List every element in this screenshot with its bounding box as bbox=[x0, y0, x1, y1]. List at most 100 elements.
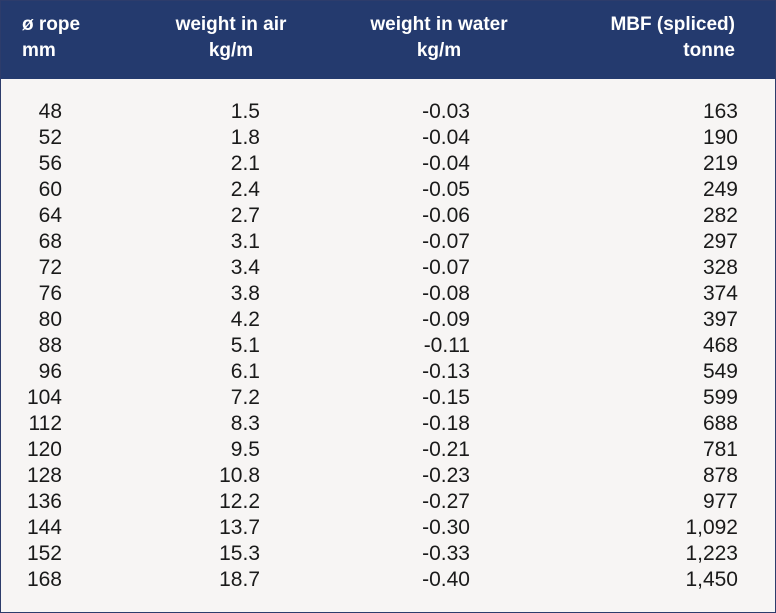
weight-in-air-cell: 2.4 bbox=[230, 178, 260, 201]
weight-in-water-cell: -0.15 bbox=[422, 386, 470, 409]
weight-in-water-cell: -0.11 bbox=[423, 334, 470, 357]
weight-in-air-cell: 3.1 bbox=[230, 230, 260, 253]
table-row: 168 18.7 -0.40 1,450 bbox=[1, 567, 775, 593]
mbf-cell: 549 bbox=[702, 360, 738, 383]
weight-in-water-cell: -0.04 bbox=[422, 126, 470, 149]
weight-in-water-cell: -0.21 bbox=[422, 438, 470, 461]
weight-in-water-cell: -0.40 bbox=[422, 568, 470, 591]
mbf-cell: 328 bbox=[702, 256, 738, 279]
table-row: 64 2.7 -0.06 282 bbox=[1, 203, 775, 229]
rope-diameter-cell: 48 bbox=[38, 100, 62, 123]
rope-diameter-cell: 72 bbox=[38, 256, 62, 279]
weight-in-water-cell: -0.08 bbox=[422, 282, 470, 305]
mbf-cell: 219 bbox=[702, 152, 738, 175]
table-row: 104 7.2 -0.15 599 bbox=[1, 385, 775, 411]
rope-diameter-cell: 60 bbox=[38, 178, 62, 201]
mbf-cell: 190 bbox=[702, 126, 738, 149]
weight-in-air-cell: 1.5 bbox=[230, 100, 260, 123]
weight-in-air-cell: 1.8 bbox=[230, 126, 260, 149]
table-body: 48 1.5 -0.03 163 52 1.8 -0.04 190 56 2.1 -0.04 219 6… bbox=[1, 99, 775, 593]
header-label: weight in water bbox=[370, 14, 508, 35]
table-row: 128 10.8 -0.23 878 bbox=[1, 463, 775, 489]
header-unit: kg/m bbox=[416, 40, 462, 61]
weight-in-water-cell: -0.09 bbox=[422, 308, 470, 331]
rope-diameter-cell: 120 bbox=[26, 438, 62, 461]
header-label: MBF (spliced) bbox=[610, 14, 735, 35]
table-row: 52 1.8 -0.04 190 bbox=[1, 125, 775, 151]
rope-diameter-cell: 168 bbox=[26, 568, 62, 591]
weight-in-water-cell: -0.06 bbox=[422, 204, 470, 227]
mbf-cell: 599 bbox=[702, 386, 738, 409]
table-row: 72 3.4 -0.07 328 bbox=[1, 255, 775, 281]
weight-in-air-cell: 7.2 bbox=[230, 386, 260, 409]
header-unit: mm bbox=[22, 40, 56, 61]
mbf-cell: 397 bbox=[702, 308, 738, 331]
header-label: ø rope bbox=[22, 14, 81, 35]
weight-in-water-cell: -0.03 bbox=[422, 100, 470, 123]
header-unit: tonne bbox=[683, 40, 735, 61]
table-row: 68 3.1 -0.07 297 bbox=[1, 229, 775, 255]
rope-diameter-cell: 88 bbox=[38, 334, 62, 357]
table-row: 112 8.3 -0.18 688 bbox=[1, 411, 775, 437]
table-row: 144 13.7 -0.30 1,092 bbox=[1, 515, 775, 541]
table-row: 136 12.2 -0.27 977 bbox=[1, 489, 775, 515]
weight-in-water-cell: -0.07 bbox=[422, 256, 470, 279]
weight-in-water-cell: -0.23 bbox=[422, 464, 470, 487]
mbf-cell: 249 bbox=[702, 178, 738, 201]
rope-diameter-cell: 68 bbox=[38, 230, 62, 253]
rope-diameter-cell: 144 bbox=[26, 516, 62, 539]
mbf-cell: 977 bbox=[702, 490, 738, 513]
weight-in-air-cell: 8.3 bbox=[230, 412, 260, 435]
rope-diameter-cell: 80 bbox=[38, 308, 62, 331]
table-row: 88 5.1 -0.11 468 bbox=[1, 333, 775, 359]
weight-in-air-cell: 3.4 bbox=[230, 256, 260, 279]
mbf-cell: 688 bbox=[702, 412, 738, 435]
mbf-cell: 297 bbox=[702, 230, 738, 253]
rope-diameter-cell: 56 bbox=[38, 152, 62, 175]
weight-in-air-cell: 3.8 bbox=[230, 282, 260, 305]
weight-in-air-cell: 13.7 bbox=[219, 516, 260, 539]
rope-diameter-cell: 104 bbox=[26, 386, 62, 409]
table-header: ø rope mm weight in air kg/m weight in w… bbox=[1, 1, 775, 79]
mbf-cell: 163 bbox=[702, 100, 738, 123]
mbf-cell: 1,450 bbox=[685, 568, 738, 591]
rope-diameter-cell: 52 bbox=[38, 126, 62, 149]
table-row: 76 3.8 -0.08 374 bbox=[1, 281, 775, 307]
mbf-cell: 1,092 bbox=[685, 516, 738, 539]
weight-in-air-cell: 4.2 bbox=[230, 308, 260, 331]
header-label: weight in air bbox=[175, 14, 287, 35]
rope-diameter-cell: 152 bbox=[26, 542, 62, 565]
mbf-cell: 374 bbox=[702, 282, 738, 305]
header-weight-in-air: weight in air kg/m bbox=[161, 12, 301, 64]
weight-in-water-cell: -0.07 bbox=[422, 230, 470, 253]
rope-diameter-cell: 64 bbox=[38, 204, 62, 227]
table-row: 60 2.4 -0.05 249 bbox=[1, 177, 775, 203]
mbf-cell: 468 bbox=[702, 334, 738, 357]
mbf-cell: 878 bbox=[702, 464, 738, 487]
table-row: 96 6.1 -0.13 549 bbox=[1, 359, 775, 385]
weight-in-air-cell: 15.3 bbox=[219, 542, 260, 565]
weight-in-air-cell: 6.1 bbox=[230, 360, 260, 383]
header-rope-diameter: ø rope mm bbox=[22, 12, 80, 64]
table-row: 80 4.2 -0.09 397 bbox=[1, 307, 775, 333]
rope-diameter-cell: 112 bbox=[28, 412, 62, 435]
table-row: 120 9.5 -0.21 781 bbox=[1, 437, 775, 463]
rope-diameter-cell: 128 bbox=[26, 464, 62, 487]
weight-in-water-cell: -0.04 bbox=[422, 152, 470, 175]
mbf-cell: 781 bbox=[702, 438, 738, 461]
weight-in-air-cell: 12.2 bbox=[219, 490, 260, 513]
weight-in-water-cell: -0.18 bbox=[422, 412, 470, 435]
weight-in-water-cell: -0.13 bbox=[422, 360, 470, 383]
weight-in-air-cell: 9.5 bbox=[230, 438, 260, 461]
header-mbf-spliced: MBF (spliced) tonne bbox=[610, 12, 735, 64]
weight-in-air-cell: 2.7 bbox=[230, 204, 260, 227]
weight-in-air-cell: 5.1 bbox=[230, 334, 260, 357]
weight-in-air-cell: 18.7 bbox=[219, 568, 260, 591]
header-weight-in-water: weight in water kg/m bbox=[359, 12, 519, 64]
weight-in-water-cell: -0.27 bbox=[422, 490, 470, 513]
table-row: 48 1.5 -0.03 163 bbox=[1, 99, 775, 125]
table-row: 56 2.1 -0.04 219 bbox=[1, 151, 775, 177]
weight-in-water-cell: -0.30 bbox=[422, 516, 470, 539]
mbf-cell: 1,223 bbox=[685, 542, 738, 565]
